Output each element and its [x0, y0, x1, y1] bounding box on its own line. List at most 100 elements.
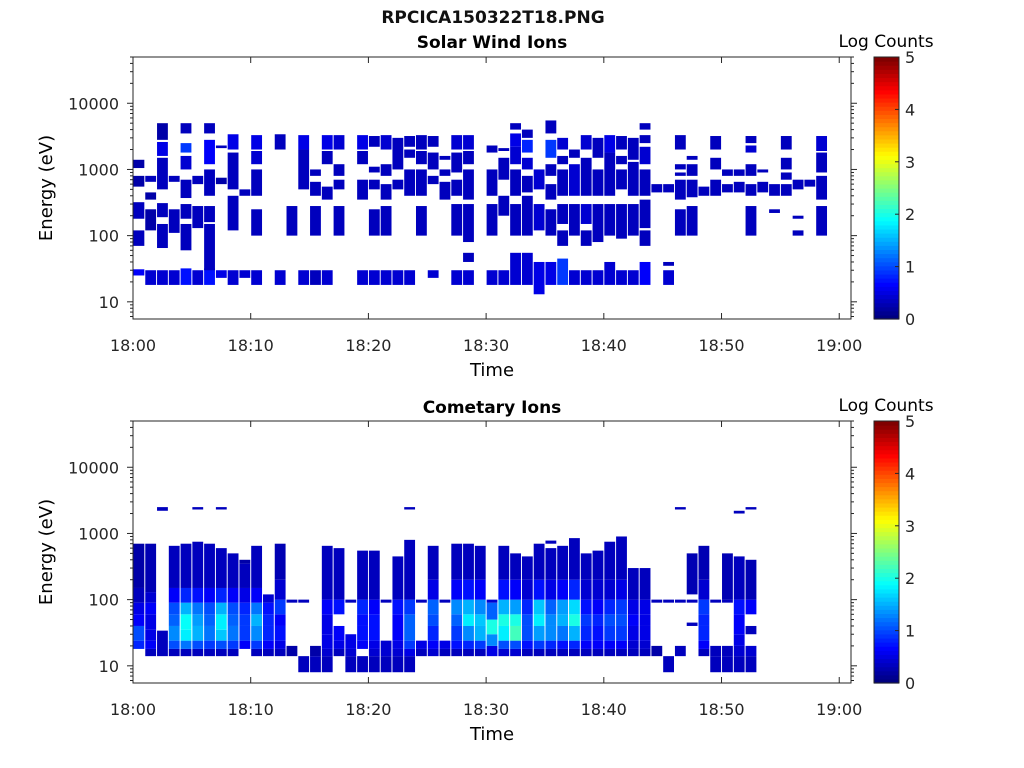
heatmap-cell [145, 592, 157, 603]
heatmap-cell [145, 209, 157, 231]
y-tick-label: 10000 [68, 458, 119, 477]
heatmap-cell [698, 614, 710, 626]
heatmap-cell [310, 169, 321, 176]
colorbar-segment [874, 556, 899, 561]
heatmap-cell [251, 545, 263, 588]
heatmap-cell [380, 270, 392, 285]
heatmap-cell [569, 640, 580, 649]
heatmap-cell [286, 645, 298, 657]
heatmap-cell [215, 587, 227, 603]
heatmap-cell [192, 587, 204, 603]
heatmap-cell [427, 625, 439, 641]
page-title: RPCICA150322T18.PNG [381, 8, 605, 28]
colorbar-segment [874, 650, 899, 655]
colorbar-segment [874, 457, 899, 463]
heatmap-cell [192, 602, 204, 615]
colorbar-segment [874, 560, 899, 565]
colorbar-segment [874, 249, 899, 255]
heatmap-cell [368, 179, 380, 190]
heatmap-cell [310, 645, 321, 657]
heatmap-cell [427, 599, 439, 615]
heatmap-cell [486, 645, 498, 657]
heatmap-cell [674, 179, 686, 200]
x-tick-label: 18:50 [698, 700, 744, 719]
colorbar-segment [874, 306, 899, 312]
heatmap-cell [192, 541, 204, 588]
heatmap-cell [192, 625, 204, 641]
heatmap-cell [451, 270, 463, 285]
plot-frame [132, 420, 852, 684]
colorbar-segment [874, 482, 899, 488]
heatmap-cell [463, 150, 474, 165]
heatmap-cell [427, 270, 439, 278]
heatmap-cell [698, 579, 710, 600]
heatmap-cell [133, 543, 145, 588]
heatmap-cell [427, 640, 439, 649]
heatmap-cell [639, 146, 651, 165]
heatmap-cell [816, 152, 828, 173]
heatmap-cell [474, 614, 486, 626]
heatmap-cell [545, 139, 557, 158]
colorbar [874, 57, 899, 320]
heatmap-cell [510, 169, 521, 196]
heatmap-cell [392, 137, 404, 170]
heatmap-cell [310, 181, 321, 196]
heatmap-cell [569, 579, 580, 600]
colorbar-segment [874, 142, 899, 148]
heatmap-cell [227, 648, 239, 657]
heatmap-cell [463, 625, 474, 641]
colorbar-segment [874, 273, 899, 279]
heatmap-cell [204, 587, 215, 603]
colorbar [874, 421, 899, 684]
heatmap-cell [510, 648, 521, 657]
colorbar-segment [874, 290, 899, 296]
heatmap-cell [616, 204, 627, 239]
colorbar-segment [874, 486, 899, 492]
heatmap-cell [745, 507, 757, 510]
heatmap-cell [439, 599, 451, 603]
heatmap-cell [251, 135, 263, 150]
heatmap-cell [286, 206, 298, 236]
heatmap-cell [368, 270, 380, 285]
heatmap-cell [227, 602, 239, 615]
colorbar-segment [874, 179, 899, 185]
heatmap-cell [745, 184, 757, 196]
heatmap-cell [663, 261, 675, 266]
colorbar-segment [874, 597, 899, 602]
heatmap-cell [592, 169, 604, 196]
heatmap-cell [604, 648, 616, 657]
colorbar-segment [874, 163, 899, 169]
colorbar-segment [874, 601, 899, 606]
heatmap-cell [674, 135, 686, 150]
heatmap-cell [251, 209, 263, 236]
colorbar-segment [874, 478, 899, 484]
heatmap-cell [239, 602, 251, 615]
heatmap-cell [380, 640, 392, 657]
colorbar-segment [874, 118, 899, 124]
heatmap-cell [157, 223, 168, 249]
heatmap-cell [639, 261, 651, 285]
heatmap-cell [415, 150, 427, 165]
heatmap-cell [404, 656, 416, 673]
heatmap-cell [180, 204, 192, 219]
y-tick-label: 100 [88, 591, 119, 610]
heatmap-cell [145, 629, 157, 641]
colorbar-segment [874, 106, 899, 111]
colorbar-segment [874, 282, 899, 287]
heatmap-cell [545, 648, 557, 657]
colorbar-segment [874, 224, 899, 230]
colorbar-segment [874, 253, 899, 259]
heatmap-cell [227, 195, 239, 231]
heatmap-cell [486, 169, 498, 196]
colorbar-segment [874, 241, 899, 246]
colorbar-segment [874, 97, 899, 103]
colorbar-segment [874, 662, 899, 668]
heatmap-cell [663, 184, 675, 193]
colorbar-segment [874, 445, 899, 451]
y-tick-label: 10000 [68, 94, 119, 113]
heatmap-cell [392, 614, 404, 641]
heatmap-cell [404, 507, 416, 510]
heatmap-cell [733, 181, 745, 193]
heatmap-cell [698, 599, 710, 615]
colorbar-segment [874, 580, 899, 586]
